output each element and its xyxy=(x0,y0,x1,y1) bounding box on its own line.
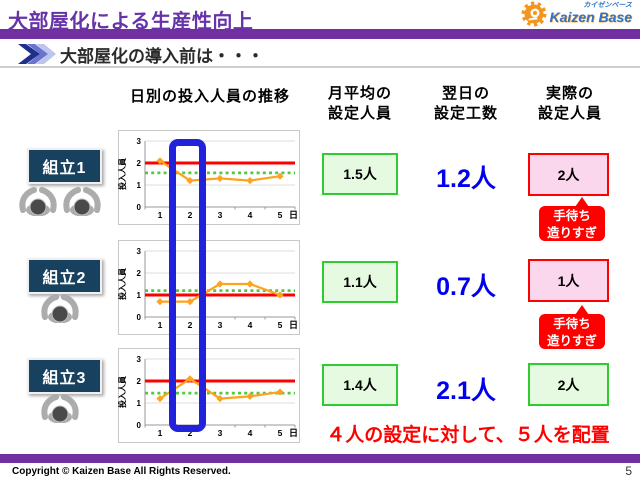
assembly2-label: 組立2 xyxy=(27,258,102,294)
svg-text:0: 0 xyxy=(137,313,142,322)
svg-text:5: 5 xyxy=(278,320,283,330)
conclusion-text: ４人の設定に対して、５人を配置 xyxy=(326,425,610,446)
svg-text:5: 5 xyxy=(278,428,283,438)
worker-icon xyxy=(41,294,79,323)
column-header-daily-trend: 日別の投入人員の推移 xyxy=(129,88,290,105)
column-header-actual: 実際の 設定人員 xyxy=(537,85,602,122)
page-number: 5 xyxy=(625,464,632,478)
section-subtitle: 大部屋化の導入前は・・・ xyxy=(60,47,264,66)
svg-text:投入人員: 投入人員 xyxy=(118,158,127,190)
day2-highlight-box xyxy=(169,139,206,432)
assembly3-label: 組立3 xyxy=(27,358,102,394)
svg-text:4: 4 xyxy=(248,210,253,220)
svg-text:2: 2 xyxy=(188,210,193,220)
footer-divider-bar xyxy=(0,454,640,463)
svg-text:0: 0 xyxy=(137,203,142,212)
assembly2-monthly-avg-box: 1.1人 xyxy=(322,261,398,303)
svg-text:3: 3 xyxy=(218,210,223,220)
assembly3-monthly-avg-box: 1.4人 xyxy=(322,364,398,406)
svg-text:投入人員: 投入人員 xyxy=(118,376,127,408)
svg-text:3: 3 xyxy=(218,428,223,438)
svg-text:3: 3 xyxy=(137,355,142,364)
svg-text:日: 日 xyxy=(289,428,298,438)
worker-icon xyxy=(19,187,57,216)
svg-text:2: 2 xyxy=(137,159,142,168)
svg-text:3: 3 xyxy=(137,137,142,146)
gear-icon xyxy=(521,1,547,27)
svg-text:3: 3 xyxy=(218,320,223,330)
logo-jp-label: カイゼンベース xyxy=(583,2,632,10)
assembly1-label: 組立1 xyxy=(27,148,102,184)
svg-text:投入人員: 投入人員 xyxy=(118,268,127,300)
svg-text:1: 1 xyxy=(158,320,163,330)
callout-pointer xyxy=(575,197,589,207)
assembly2-next-day-value: 0.7人 xyxy=(436,273,496,301)
subtitle-rule xyxy=(0,66,640,68)
callout-pointer xyxy=(575,305,589,315)
assembly3-next-day-value: 2.1人 xyxy=(436,377,496,405)
svg-text:3: 3 xyxy=(137,247,142,256)
svg-text:日: 日 xyxy=(289,320,298,330)
logo-text: カイゼンベース Kaizen Base xyxy=(550,2,632,25)
worker-icon xyxy=(63,187,101,216)
chevron-arrows-icon xyxy=(18,44,56,64)
svg-text:5: 5 xyxy=(278,210,283,220)
column-header-next-day: 翌日の 設定工数 xyxy=(433,85,498,122)
assembly3-daily-chart: 0 1 2 3 1 2 3 4 5 日 投入人員 xyxy=(118,348,300,443)
assembly1-waste-callout: 手待ち 造りすぎ xyxy=(539,197,605,241)
kaizen-base-logo: カイゼンベース Kaizen Base xyxy=(521,1,632,27)
assembly1-monthly-avg-box: 1.5人 xyxy=(322,153,398,195)
assembly1-next-day-value: 1.2人 xyxy=(436,165,496,193)
svg-text:1: 1 xyxy=(137,291,142,300)
svg-text:1: 1 xyxy=(158,428,163,438)
worker-icon xyxy=(41,394,79,423)
page-title: 大部屋化による生産性向上 xyxy=(8,11,254,33)
svg-text:日: 日 xyxy=(289,210,298,220)
svg-text:2: 2 xyxy=(188,428,193,438)
svg-text:2: 2 xyxy=(188,320,193,330)
svg-text:1: 1 xyxy=(158,210,163,220)
assembly2-daily-chart: 0 1 2 3 1 2 3 4 5 日 投入人員 xyxy=(118,240,300,335)
copyright-text: Copyright © Kaizen Base All Rights Reser… xyxy=(12,466,231,477)
assembly2-waste-callout: 手待ち 造りすぎ xyxy=(539,305,605,349)
header-divider-bar xyxy=(0,29,640,39)
svg-text:2: 2 xyxy=(137,377,142,386)
svg-text:1: 1 xyxy=(137,399,142,408)
svg-text:4: 4 xyxy=(248,320,253,330)
svg-text:4: 4 xyxy=(248,428,253,438)
assembly3-actual-box: 2人 xyxy=(528,363,609,406)
column-header-monthly-avg: 月平均の 設定人員 xyxy=(327,85,392,122)
assembly1-actual-box: 2人 xyxy=(528,153,609,196)
svg-text:2: 2 xyxy=(137,269,142,278)
assembly1-daily-chart: 0 1 2 3 1 2 3 4 5 日 投入人員 xyxy=(118,130,300,225)
assembly2-actual-box: 1人 xyxy=(528,259,609,302)
svg-text:1: 1 xyxy=(137,181,142,190)
svg-text:0: 0 xyxy=(137,421,142,430)
logo-en-label: Kaizen Base xyxy=(549,9,632,26)
